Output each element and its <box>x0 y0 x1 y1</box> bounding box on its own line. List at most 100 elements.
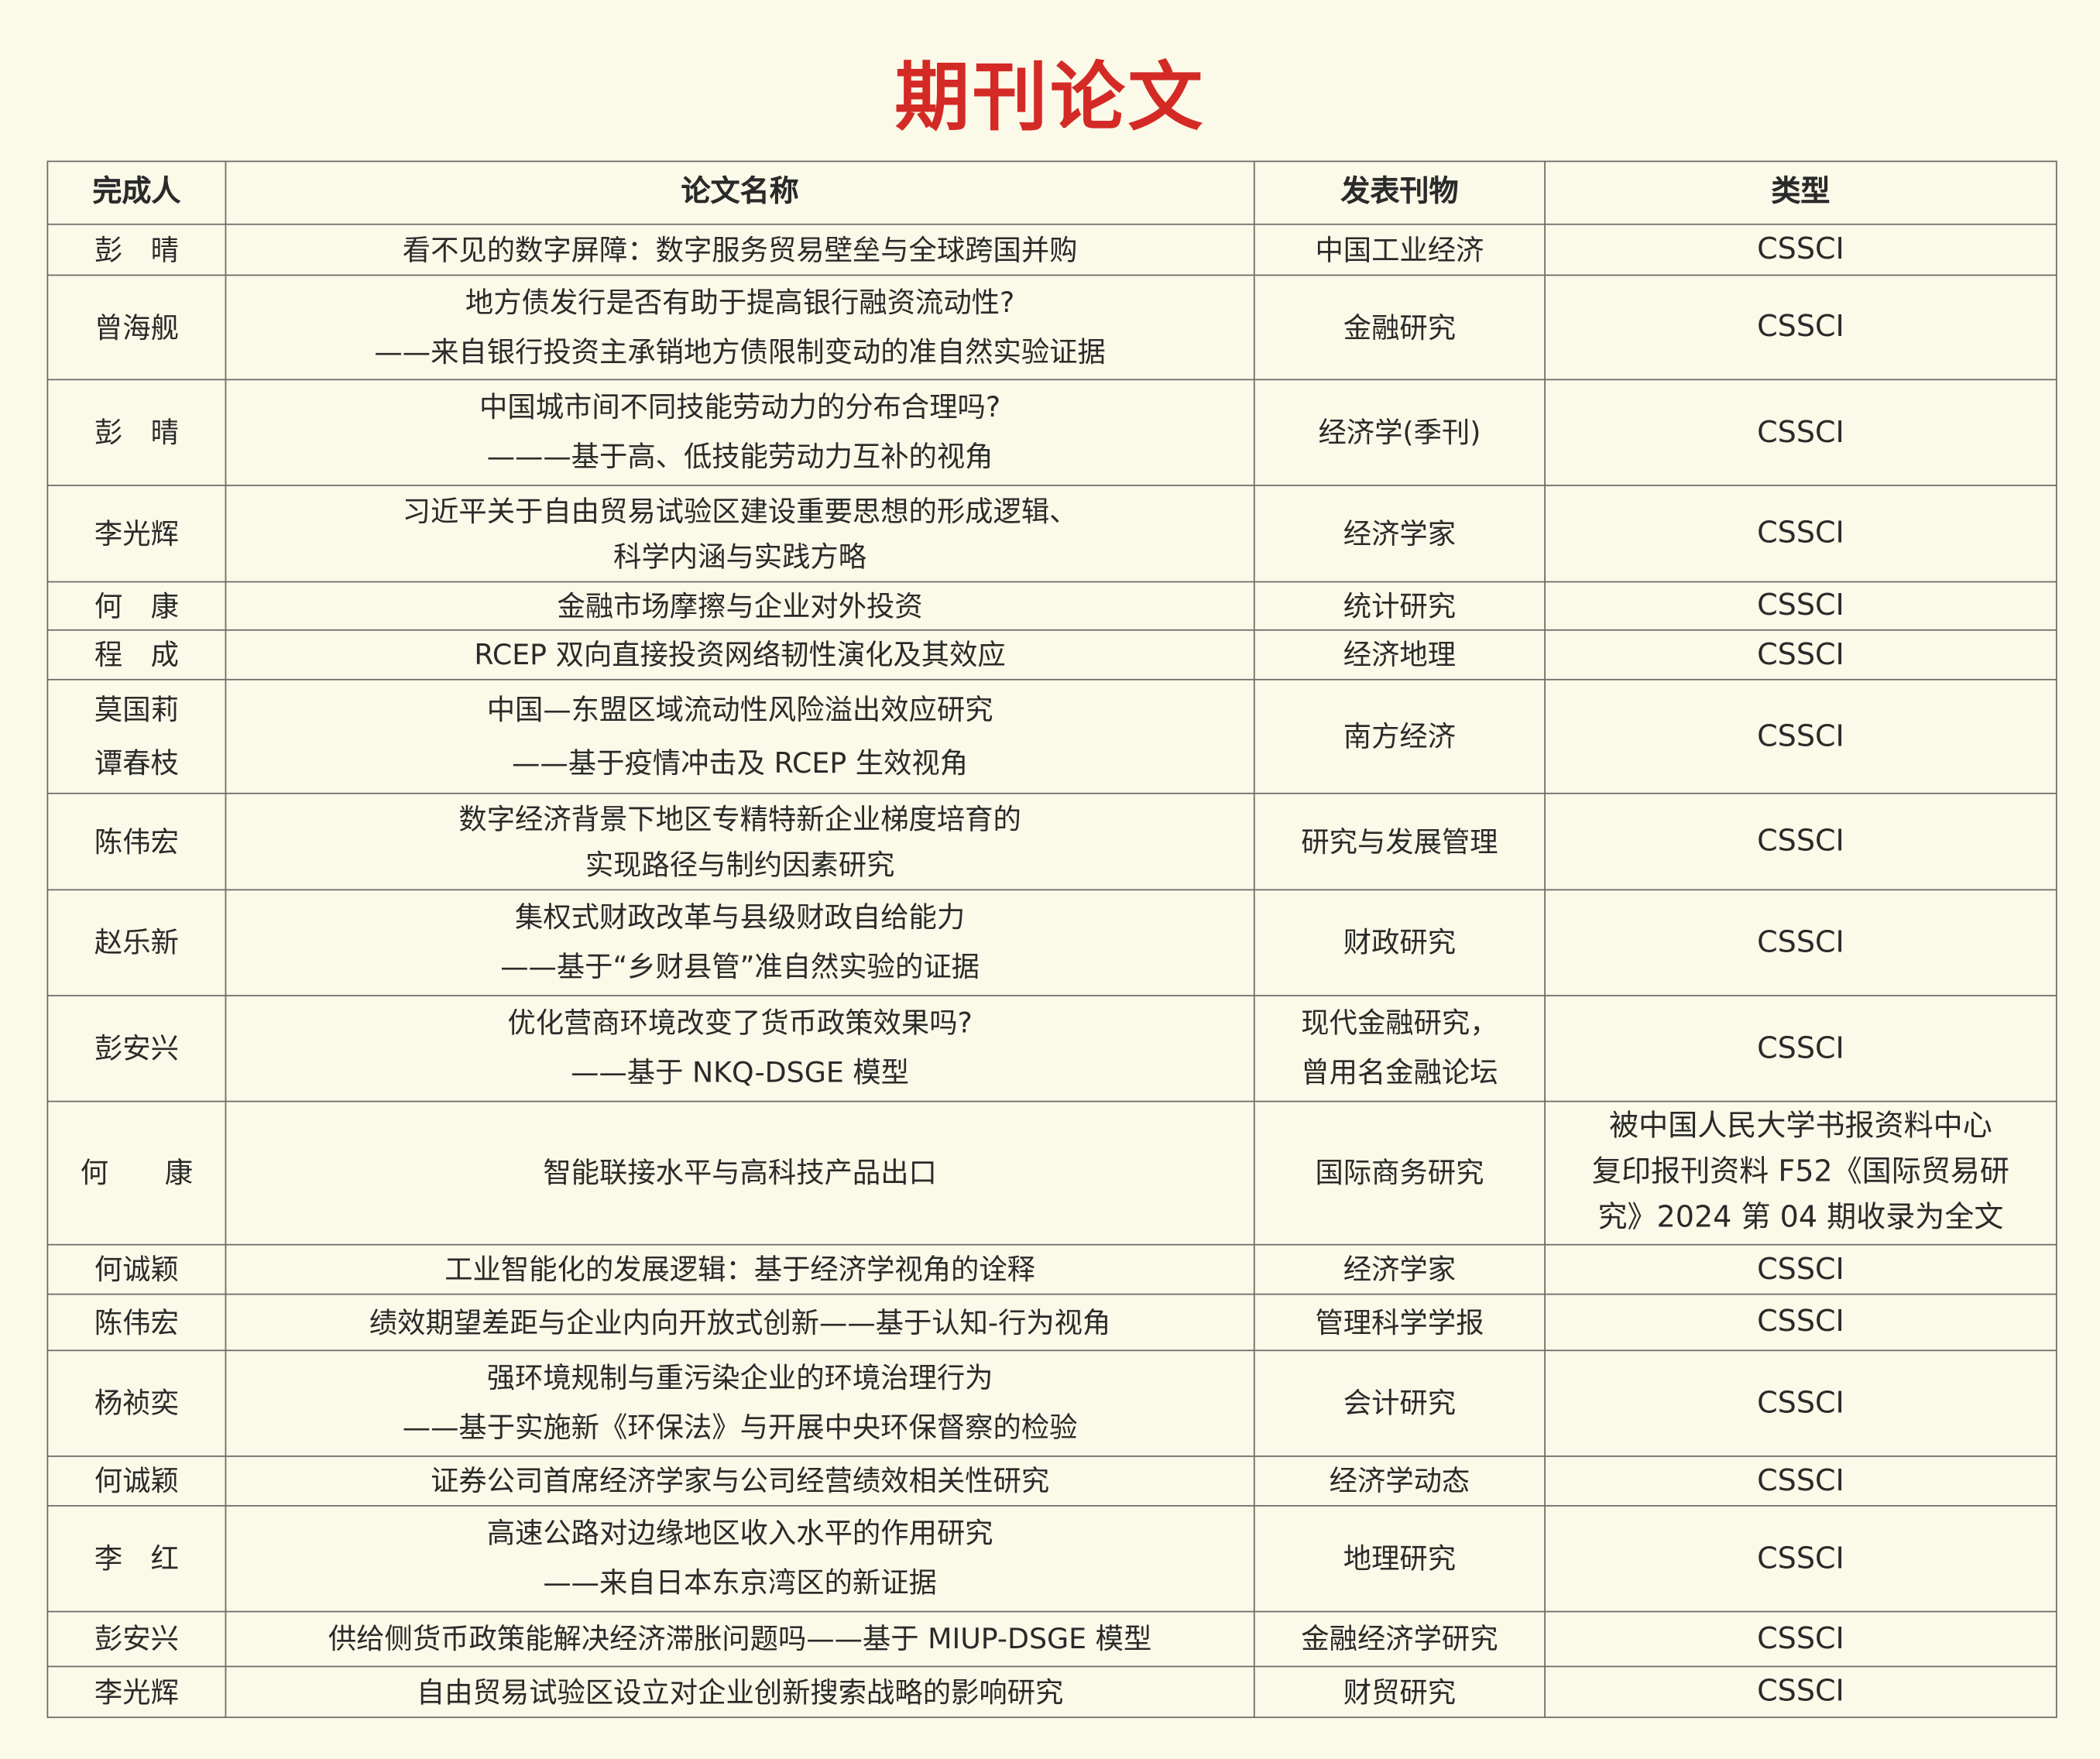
journal-line: 地理研究 <box>1343 1541 1457 1575</box>
type-cell: CSSCI <box>1544 792 2057 891</box>
paper-title-line: 看不见的数字屏障：数字服务贸易壁垒与全球跨国并购 <box>402 233 1078 266</box>
author-line: 程 成 <box>94 638 179 670</box>
author-line: 何 康 <box>94 589 179 622</box>
type-cell: CSSCI <box>1544 1610 2057 1668</box>
journal-line: 金融研究 <box>1343 311 1457 344</box>
journal-cell: 经济学家 <box>1253 1243 1546 1295</box>
table-header-row: 完成人 论文名称 发表刊物 类型 <box>46 160 2057 225</box>
paper-title-cell: 自由贸易试验区设立对企业创新搜索战略的影响研究 <box>225 1665 1255 1719</box>
header-author: 完成人 <box>46 160 227 225</box>
type-cell: CSSCI <box>1544 1243 2057 1295</box>
paper-title-cell: 看不见的数字屏障：数字服务贸易壁垒与全球跨国并购 <box>225 223 1255 276</box>
type-cell: CSSCI <box>1544 581 2057 631</box>
table-row: 何诚颖 工业智能化的发展逻辑：基于经济学视角的诠释 经济学家 CSSCI <box>46 1243 2057 1295</box>
paper-title-cell: 集权式财政改革与县级财政自给能力 ——基于“乡财县管”准自然实验的证据 <box>225 889 1255 996</box>
type-line: 被中国人民大学书报资料中心 <box>1609 1109 1992 1144</box>
author-cell: 何诚颖 <box>46 1456 227 1507</box>
type-cell: CSSCI <box>1544 1349 2057 1457</box>
table-row: 何 康 智能联接水平与高科技产品出口 国际商务研究 被中国人民大学书报资料中心 复印报刊… <box>46 1100 2057 1246</box>
paper-title-line: ——来自银行投资主承销地方债限制变动的准自然实验证据 <box>374 335 1106 368</box>
journal-cell: 金融经济学研究 <box>1253 1610 1546 1668</box>
paper-title-cell: RCEP 双向直接投资网络韧性演化及其效应 <box>225 629 1255 681</box>
journal-line: 经济学家 <box>1343 1253 1457 1285</box>
journal-line: 经济学动态 <box>1329 1464 1470 1497</box>
type-line: CSSCI <box>1757 824 1844 858</box>
paper-title-cell: 优化营商环境改变了货币政策效果吗? ——基于 NKQ-DSGE 模型 <box>225 995 1255 1102</box>
papers-table: 完成人 论文名称 发表刊物 类型 彭 晴 看不见的数字屏障：数字服务贸易壁垒与全球… <box>46 160 2057 1719</box>
type-cell: CSSCI <box>1544 485 2057 583</box>
author-line: 赵乐新 <box>94 926 179 958</box>
table-row: 程 成 RCEP 双向直接投资网络韧性演化及其效应 经济地理 CSSCI <box>46 629 2057 681</box>
type-line: CSSCI <box>1757 1541 1844 1576</box>
type-cell: CSSCI <box>1544 1293 2057 1352</box>
type-cell: CSSCI <box>1544 629 2057 681</box>
author-line: 何 康 <box>80 1156 194 1189</box>
journal-line: 经济学家 <box>1343 517 1457 550</box>
paper-title-line: 强环境规制与重污染企业的环境治理行为 <box>486 1361 993 1394</box>
header-journal: 发表刊物 <box>1253 160 1546 225</box>
paper-title-cell: 证券公司首席经济学家与公司经营绩效相关性研究 <box>225 1456 1255 1507</box>
paper-title-line: 金融市场摩擦与企业对外投资 <box>557 589 923 622</box>
author-line: 彭安兴 <box>94 1031 179 1065</box>
type-cell: CSSCI <box>1544 379 2057 486</box>
paper-title-line: 绩效期望差距与企业内向开放式创新——基于认知-行为视角 <box>369 1306 1111 1339</box>
paper-title-line: 优化营商环境改变了货币政策效果吗? <box>507 1006 973 1039</box>
table-body: 彭 晴 看不见的数字屏障：数字服务贸易壁垒与全球跨国并购 中国工业经济 CSSCI 曾海… <box>46 223 2057 1719</box>
paper-title-cell: 金融市场摩擦与企业对外投资 <box>225 581 1255 631</box>
author-cell: 陈伟宏 <box>46 1293 227 1352</box>
header-type: 类型 <box>1544 160 2057 225</box>
author-cell: 彭 晴 <box>46 379 227 486</box>
author-line: 彭 晴 <box>94 416 179 448</box>
journal-cell: 管理科学学报 <box>1253 1293 1546 1352</box>
journal-cell: 经济学(季刊) <box>1253 379 1546 486</box>
journal-cell: 地理研究 <box>1253 1505 1546 1613</box>
paper-title-line: 供给侧货币政策能解决经济滞胀问题吗——基于 MIUP-DSGE 模型 <box>328 1622 1152 1654</box>
paper-title-line: ———基于高、低技能劳动力互补的视角 <box>486 441 993 473</box>
journal-line: 管理科学学报 <box>1315 1306 1484 1339</box>
paper-title-cell: 数字经济背景下地区专精特新企业梯度培育的 实现路径与制约因素研究 <box>225 792 1255 891</box>
author-line: 彭安兴 <box>94 1622 179 1654</box>
paper-title-line: 中国城市间不同技能劳动力的分布合理吗? <box>479 390 1001 423</box>
type-line: CSSCI <box>1757 310 1844 344</box>
header-paper-title: 论文名称 <box>225 160 1255 225</box>
type-line: CSSCI <box>1757 926 1844 960</box>
journal-cell: 现代金融研究， 曾用名金融论坛 <box>1253 995 1546 1102</box>
type-cell: CSSCI <box>1544 1456 2057 1507</box>
paper-title-line: 地方债发行是否有助于提高银行融资流动性? <box>465 286 1015 318</box>
table-row: 莫国莉 谭春枝 中国—东盟区域流动性风险溢出效应研究 ——基于疫情冲击及 RCEP 生… <box>46 678 2057 794</box>
author-line: 李 红 <box>94 1541 179 1575</box>
author-cell: 杨祯奕 <box>46 1349 227 1457</box>
paper-title-cell: 高速公路对边缘地区收入水平的作用研究 ——来自日本东京湾区的新证据 <box>225 1505 1255 1613</box>
journal-line: 财贸研究 <box>1343 1675 1457 1709</box>
table-row: 陈伟宏 数字经济背景下地区专精特新企业梯度培育的 实现路径与制约因素研究 研究与发展管… <box>46 792 2057 891</box>
type-line: CSSCI <box>1757 1464 1844 1498</box>
author-line: 李光辉 <box>94 1675 179 1709</box>
journal-cell: 研究与发展管理 <box>1253 792 1546 891</box>
journal-line: 经济地理 <box>1343 638 1457 670</box>
author-line: 彭 晴 <box>94 233 179 266</box>
paper-title-line: ——基于“乡财县管”准自然实验的证据 <box>500 951 980 983</box>
paper-title-cell: 绩效期望差距与企业内向开放式创新——基于认知-行为视角 <box>225 1293 1255 1352</box>
paper-title-cell: 供给侧货币政策能解决经济滞胀问题吗——基于 MIUP-DSGE 模型 <box>225 1610 1255 1668</box>
journal-cell: 会计研究 <box>1253 1349 1546 1457</box>
author-line: 何诚颖 <box>94 1253 179 1285</box>
journal-line: 统计研究 <box>1343 589 1457 622</box>
type-cell: CSSCI <box>1544 1505 2057 1613</box>
paper-title-line: 实现路径与制约因素研究 <box>585 848 895 881</box>
paper-title-line: 证券公司首席经济学家与公司经营绩效相关性研究 <box>431 1464 1050 1497</box>
journal-cell: 中国工业经济 <box>1253 223 1546 276</box>
author-line: 陈伟宏 <box>94 825 179 858</box>
paper-title-cell: 强环境规制与重污染企业的环境治理行为 ——基于实施新《环保法》与开展中央环保督察的… <box>225 1349 1255 1457</box>
table-row: 彭安兴 供给侧货币政策能解决经济滞胀问题吗——基于 MIUP-DSGE 模型 金融经… <box>46 1610 2057 1668</box>
paper-title-cell: 习近平关于自由贸易试验区建设重要思想的形成逻辑、 科学内涵与实践方略 <box>225 485 1255 583</box>
author-cell: 何 康 <box>46 581 227 631</box>
paper-title-line: 集权式财政改革与县级财政自给能力 <box>515 900 966 933</box>
author-line: 谭春枝 <box>94 747 179 780</box>
author-cell: 曾海舰 <box>46 274 227 381</box>
type-line: 究》2024 第 04 期收录为全文 <box>1597 1201 2004 1235</box>
table-row: 李 红 高速公路对边缘地区收入水平的作用研究 ——来自日本东京湾区的新证据 地理研究 C… <box>46 1505 2057 1613</box>
table-row: 何 康 金融市场摩擦与企业对外投资 统计研究 CSSCI <box>46 581 2057 631</box>
author-line: 李光辉 <box>94 517 179 550</box>
paper-title-line: ——基于疫情冲击及 RCEP 生效视角 <box>512 747 969 780</box>
journal-line: 国际商务研究 <box>1315 1156 1484 1189</box>
